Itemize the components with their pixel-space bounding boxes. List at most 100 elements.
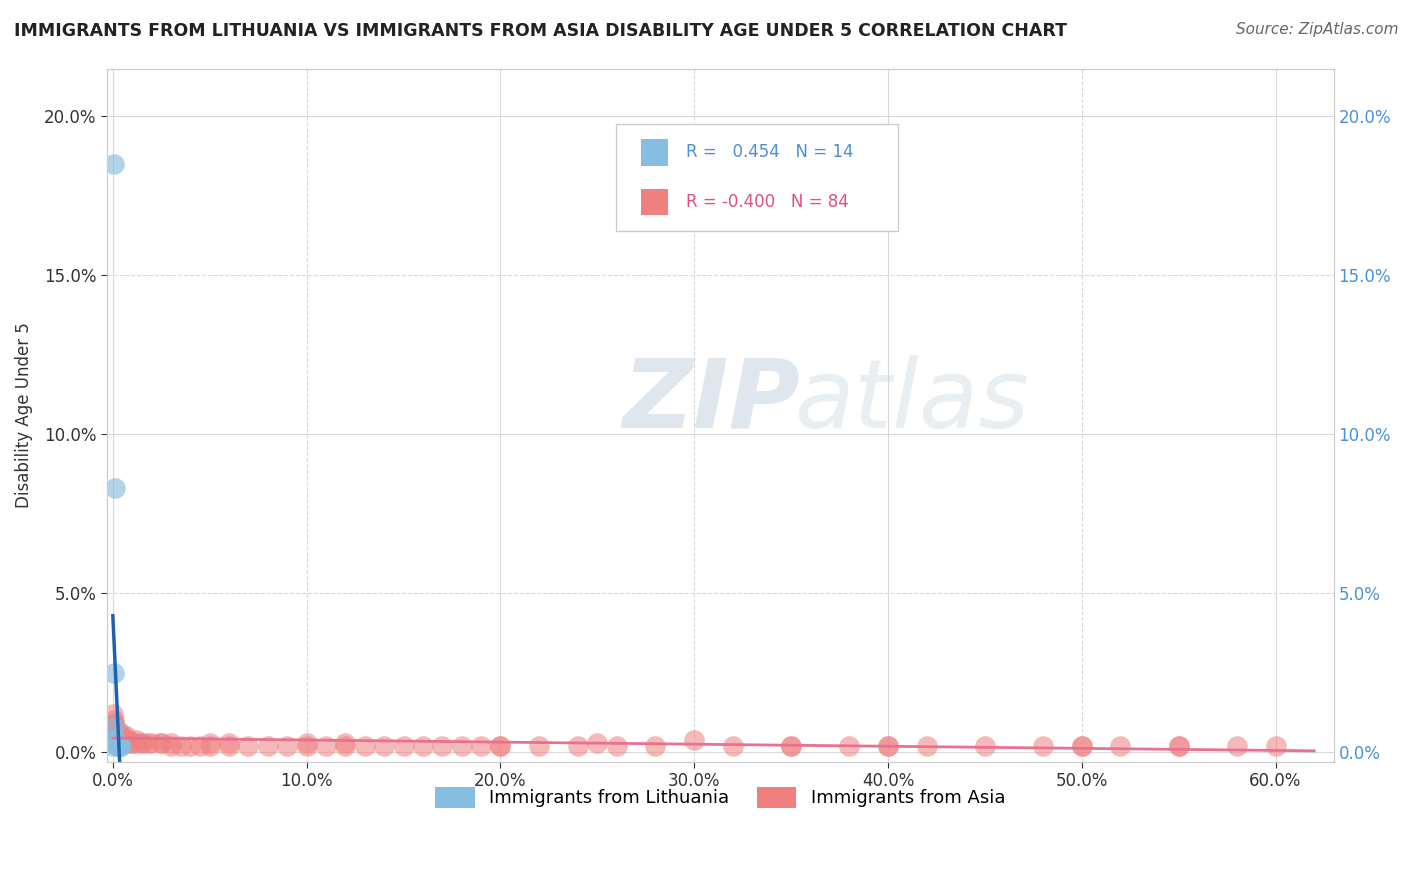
Point <box>218 739 240 753</box>
Point <box>101 739 124 753</box>
Point <box>489 739 512 753</box>
Point <box>136 736 159 750</box>
Point <box>915 739 938 753</box>
Point <box>188 739 211 753</box>
Point <box>567 739 589 753</box>
Point <box>103 707 125 722</box>
Point <box>257 739 280 753</box>
Point <box>104 736 127 750</box>
Point <box>107 729 129 743</box>
Point <box>115 732 138 747</box>
Point <box>103 732 125 747</box>
Point <box>198 736 221 750</box>
Text: R =   0.454   N = 14: R = 0.454 N = 14 <box>686 144 853 161</box>
Point <box>1226 739 1249 753</box>
Point <box>125 732 148 747</box>
Point <box>179 739 201 753</box>
Point <box>104 726 127 740</box>
Text: atlas: atlas <box>794 355 1029 448</box>
Point <box>107 739 129 753</box>
Text: IMMIGRANTS FROM LITHUANIA VS IMMIGRANTS FROM ASIA DISABILITY AGE UNDER 5 CORRELA: IMMIGRANTS FROM LITHUANIA VS IMMIGRANTS … <box>14 22 1067 40</box>
Point <box>111 732 134 747</box>
Point <box>103 716 125 731</box>
Point <box>392 739 415 753</box>
Point <box>108 739 131 753</box>
Point <box>877 739 900 753</box>
Point <box>276 739 298 753</box>
Point <box>103 714 125 728</box>
Point <box>295 739 318 753</box>
Point <box>160 739 183 753</box>
Point <box>1264 739 1286 753</box>
Point <box>218 736 240 750</box>
Text: R = -0.400   N = 84: R = -0.400 N = 84 <box>686 194 849 211</box>
Point <box>1167 739 1189 753</box>
Point <box>104 726 127 740</box>
Point <box>104 732 127 747</box>
Point <box>877 739 900 753</box>
Point <box>1032 739 1054 753</box>
Point <box>104 481 127 495</box>
Text: ZIP: ZIP <box>623 355 800 448</box>
Point <box>295 736 318 750</box>
Point <box>103 720 125 734</box>
Point <box>110 729 132 743</box>
Point <box>103 736 125 750</box>
Point <box>489 739 512 753</box>
Point <box>107 729 129 743</box>
Point <box>105 723 128 737</box>
Point <box>105 726 128 740</box>
Point <box>780 739 803 753</box>
Point <box>114 732 136 747</box>
Point <box>198 739 221 753</box>
Point <box>108 729 131 743</box>
Point <box>335 739 357 753</box>
Point <box>125 736 148 750</box>
Point <box>110 726 132 740</box>
FancyBboxPatch shape <box>616 124 898 231</box>
Point <box>105 739 128 753</box>
Point <box>110 739 132 753</box>
Point <box>238 739 260 753</box>
Point <box>1070 739 1092 753</box>
Point <box>103 720 125 734</box>
FancyBboxPatch shape <box>641 139 668 166</box>
Y-axis label: Disability Age Under 5: Disability Age Under 5 <box>15 322 32 508</box>
Point <box>450 739 472 753</box>
Point <box>373 739 395 753</box>
Point <box>117 732 139 747</box>
Legend: Immigrants from Lithuania, Immigrants from Asia: Immigrants from Lithuania, Immigrants fr… <box>427 780 1012 815</box>
Point <box>103 665 125 680</box>
Point <box>103 720 125 734</box>
Point <box>470 739 492 753</box>
FancyBboxPatch shape <box>641 189 668 216</box>
Point <box>527 739 550 753</box>
Point <box>973 739 995 753</box>
Point <box>103 723 125 737</box>
Point <box>150 736 173 750</box>
Point <box>104 723 127 737</box>
Point <box>104 726 127 740</box>
Point <box>103 720 125 734</box>
Point <box>115 729 138 743</box>
Point <box>105 736 128 750</box>
Point <box>107 729 129 743</box>
Point <box>412 739 434 753</box>
Point <box>120 736 142 750</box>
Text: Source: ZipAtlas.com: Source: ZipAtlas.com <box>1236 22 1399 37</box>
Point <box>644 739 666 753</box>
Point <box>169 739 191 753</box>
Point <box>160 736 183 750</box>
Point <box>606 739 628 753</box>
Point <box>1167 739 1189 753</box>
Point <box>117 732 139 747</box>
Point <box>1070 739 1092 753</box>
Point <box>141 736 163 750</box>
Point <box>131 736 153 750</box>
Point <box>683 732 706 747</box>
Point <box>150 736 173 750</box>
Point <box>315 739 337 753</box>
Point <box>586 736 609 750</box>
Point <box>335 736 357 750</box>
Point <box>432 739 454 753</box>
